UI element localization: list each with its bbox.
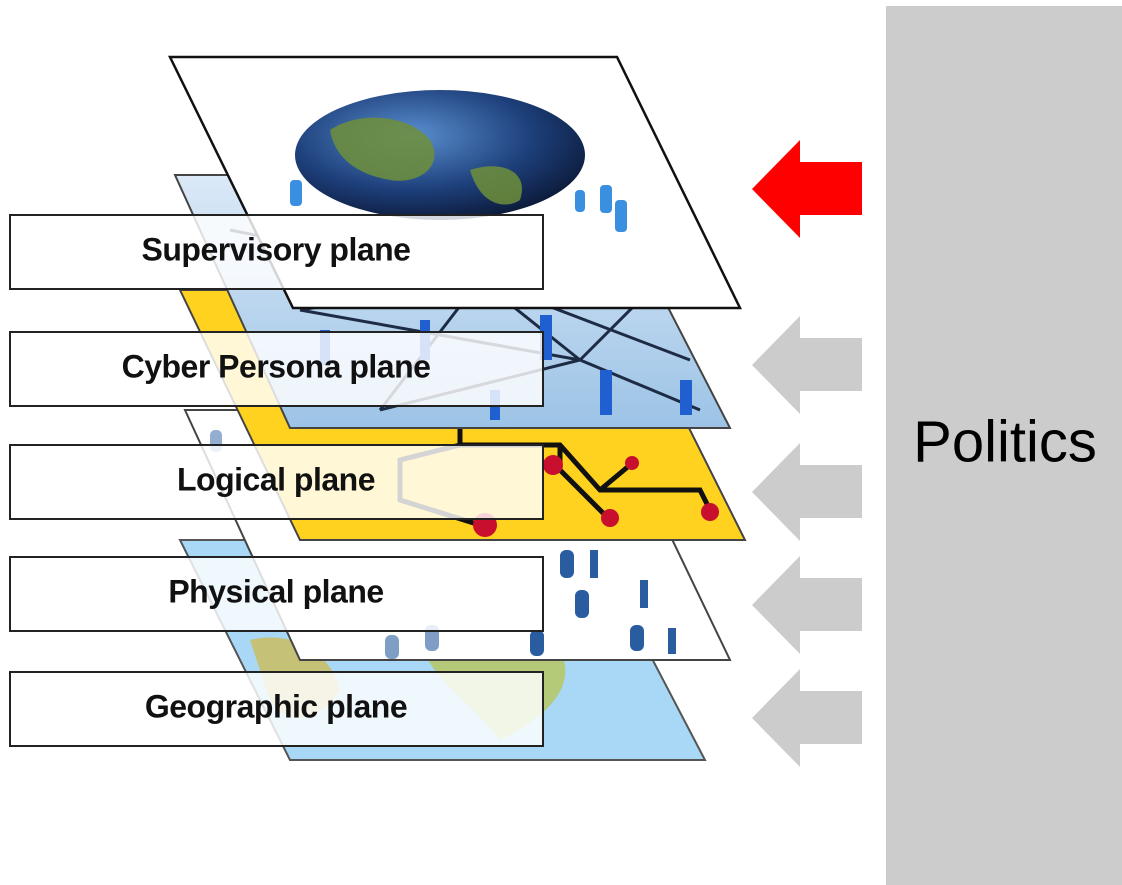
arrow (752, 443, 862, 541)
label-box (9, 556, 544, 632)
sidebar (886, 6, 1122, 885)
label-box (9, 671, 544, 747)
arrow-active (752, 140, 862, 238)
plane-label: Logical plane (177, 461, 375, 497)
labels: Supervisory plane Cyber Persona plane Logi… (9, 214, 544, 747)
plane-label: Geographic plane (145, 688, 407, 724)
plane-label: Supervisory plane (142, 231, 411, 267)
label-box (9, 214, 544, 290)
arrow (752, 316, 862, 414)
sidebar-label: Politics (913, 409, 1097, 474)
arrow (752, 669, 862, 767)
plane-label: Cyber Persona plane (122, 348, 431, 384)
label-box (9, 444, 544, 520)
label-box (9, 331, 544, 407)
plane-label: Physical plane (168, 573, 383, 609)
arrow (752, 556, 862, 654)
